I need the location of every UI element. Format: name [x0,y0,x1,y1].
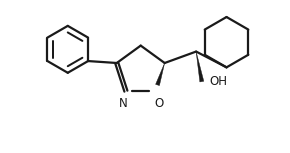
Text: N: N [119,97,128,110]
Text: OH: OH [209,75,227,88]
Polygon shape [156,63,165,86]
Text: O: O [154,97,164,110]
Polygon shape [196,52,204,82]
